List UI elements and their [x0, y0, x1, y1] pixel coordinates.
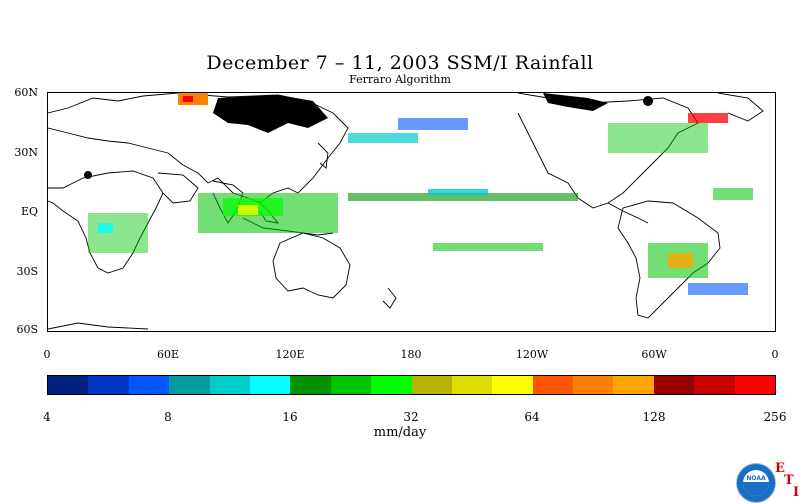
map-title: December 7 – 11, 2003 SSM/I Rainfall	[206, 52, 594, 74]
colorbar-swatch-5	[249, 376, 291, 394]
rainfall-map-canvas	[48, 93, 764, 330]
lon-label-0: 0	[43, 348, 51, 361]
colorbar-swatch-8	[371, 376, 412, 394]
lon-label-0-east: 0	[771, 348, 779, 361]
colorbar-label-4: 4	[43, 410, 51, 424]
colorbar-swatch-15	[653, 376, 695, 394]
map-subtitle: Ferraro Algorithm	[349, 73, 451, 86]
colorbar-swatch-6	[290, 376, 331, 394]
colorbar-swatch-17	[734, 376, 776, 394]
colorbar-swatch-12	[532, 376, 574, 394]
colorbar-swatch-2	[128, 376, 170, 394]
lat-label-eq: EQ	[20, 205, 38, 218]
lat-label-60n: 60N	[14, 86, 38, 99]
noaa-logo-icon: NOAA	[736, 463, 776, 503]
lat-label-30n: 30N	[14, 146, 38, 159]
colorbar-swatch-13	[573, 376, 614, 394]
colorbar-swatch-7	[330, 376, 372, 394]
colorbar-units: mm/day	[373, 425, 427, 440]
colorbar-swatch-10	[451, 376, 493, 394]
colorbar-swatch-3	[169, 376, 210, 394]
noaa-logo-text: NOAA	[746, 475, 766, 482]
colorbar-swatch-16	[694, 376, 735, 394]
lon-label-60e: 60E	[156, 348, 180, 361]
colorbar-swatch-1	[88, 376, 129, 394]
colorbar-swatch-14	[613, 376, 654, 394]
colorbar-swatch-0	[48, 376, 89, 394]
lon-label-120w: 120W	[515, 348, 549, 361]
rainfall-map	[47, 92, 776, 332]
colorbar-label-64: 64	[524, 410, 540, 424]
colorbar-label-256: 256	[763, 410, 787, 424]
lon-label-180: 180	[400, 348, 422, 361]
colorbar-label-8: 8	[164, 410, 172, 424]
colorbar-label-32: 32	[403, 410, 419, 424]
eti-letter-t: T	[784, 473, 794, 488]
colorbar-label-16: 16	[282, 410, 298, 424]
lat-label-30s: 30S	[16, 265, 38, 278]
eti-letter-i: I	[793, 485, 800, 500]
lon-label-60w: 60W	[641, 348, 667, 361]
eti-letter-e: E	[775, 461, 785, 476]
colorbar	[47, 375, 776, 395]
colorbar-swatch-4	[209, 376, 250, 394]
lon-label-120e: 120E	[275, 348, 305, 361]
lat-label-60s: 60S	[16, 323, 38, 336]
colorbar-swatch-9	[411, 376, 452, 394]
colorbar-swatch-11	[492, 376, 533, 394]
colorbar-label-128: 128	[642, 410, 666, 424]
